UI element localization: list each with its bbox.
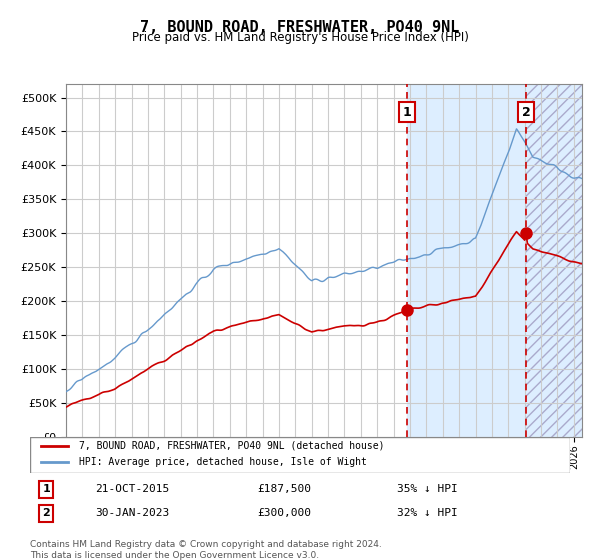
Text: 2: 2 [43,508,50,518]
FancyBboxPatch shape [30,437,570,473]
Text: Contains HM Land Registry data © Crown copyright and database right 2024.
This d: Contains HM Land Registry data © Crown c… [30,540,382,560]
Text: 35% ↓ HPI: 35% ↓ HPI [397,484,458,494]
Text: Price paid vs. HM Land Registry's House Price Index (HPI): Price paid vs. HM Land Registry's House … [131,31,469,44]
Bar [407,84,582,437]
Text: HPI: Average price, detached house, Isle of Wight: HPI: Average price, detached house, Isle… [79,458,367,467]
Text: 2: 2 [521,106,530,119]
Text: 30-JAN-2023: 30-JAN-2023 [95,508,169,518]
Text: 32% ↓ HPI: 32% ↓ HPI [397,508,458,518]
Bar [526,84,582,437]
Text: 7, BOUND ROAD, FRESHWATER, PO40 9NL (detached house): 7, BOUND ROAD, FRESHWATER, PO40 9NL (det… [79,441,384,451]
Bar [526,84,582,437]
Text: 7, BOUND ROAD, FRESHWATER, PO40 9NL: 7, BOUND ROAD, FRESHWATER, PO40 9NL [140,20,460,35]
Text: £187,500: £187,500 [257,484,311,494]
Text: 1: 1 [403,106,412,119]
Text: £300,000: £300,000 [257,508,311,518]
Text: 21-OCT-2015: 21-OCT-2015 [95,484,169,494]
Text: 1: 1 [43,484,50,494]
